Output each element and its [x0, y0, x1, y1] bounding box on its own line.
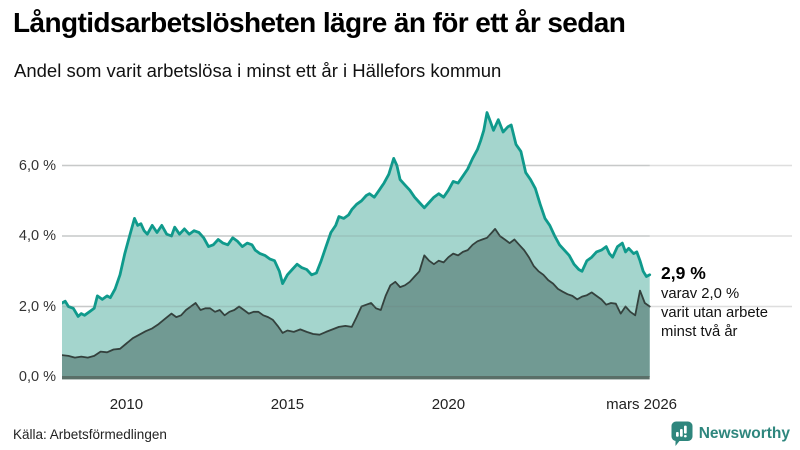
y-tick-label: 4,0 %: [18, 228, 56, 244]
source-note: Källa: Arbetsförmedlingen: [13, 427, 167, 442]
y-tick-label: 2,0 %: [18, 298, 56, 315]
latest-value: 2,9 %: [661, 263, 706, 283]
y-tick-label: 6,0 %: [18, 157, 56, 174]
chart-subtitle: Andel som varit arbetslösa i minst ett å…: [14, 60, 502, 81]
newsworthy-brand-name: Newsworthy: [698, 425, 790, 442]
annotation-line: varav 2,0 %: [661, 286, 740, 302]
area-chart: [62, 111, 792, 380]
x-tick-label: 2010: [109, 396, 144, 413]
annotation-line: varit utan arbete: [661, 305, 768, 322]
annotation-line: minst två år: [661, 324, 738, 341]
x-tick-label: 2020: [431, 396, 466, 413]
newsworthy-logo-icon: [671, 421, 693, 446]
latest-value-annotation: 2,9 % varav 2,0 % varit utan arbete mins…: [661, 262, 796, 343]
y-tick-label: 0,0 %: [18, 369, 56, 385]
x-tick-label: 2015: [270, 396, 305, 413]
page-title: Långtidsarbetslösheten lägre än för ett …: [13, 7, 626, 38]
x-tick-label: mars 2026: [606, 396, 678, 413]
newsworthy-brand: Newsworthy: [671, 421, 790, 447]
